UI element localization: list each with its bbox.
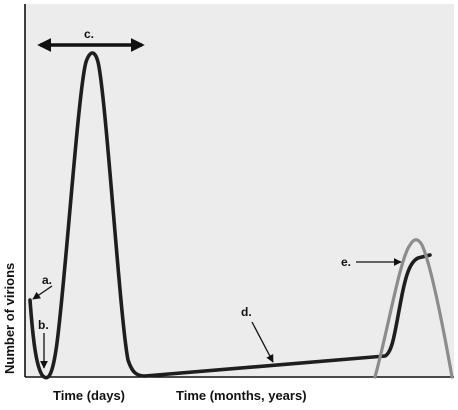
label-b: b. bbox=[38, 318, 49, 332]
pointer-a bbox=[32, 285, 53, 300]
pointer-d bbox=[251, 321, 274, 363]
label-e: e. bbox=[341, 255, 351, 269]
plot-area bbox=[25, 4, 454, 377]
virion-curve bbox=[28, 51, 432, 380]
y-axis-label: Number of virions bbox=[2, 263, 17, 374]
x-axis-label-months: Time (months, years) bbox=[176, 388, 307, 403]
label-a: a. bbox=[42, 273, 52, 287]
x-axis-label-days: Time (days) bbox=[53, 388, 125, 403]
label-c: c. bbox=[84, 27, 94, 41]
label-d: d. bbox=[241, 305, 252, 319]
late-stage-curve bbox=[373, 238, 454, 379]
